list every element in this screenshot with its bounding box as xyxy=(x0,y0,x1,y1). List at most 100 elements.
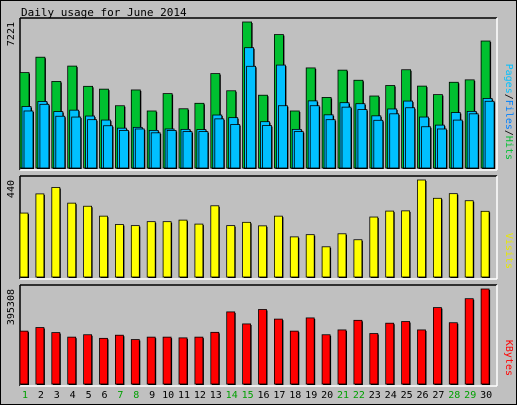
bar-pages xyxy=(277,105,289,169)
day-label: 14 xyxy=(226,390,238,401)
day-label: 23 xyxy=(369,390,381,401)
bar-visits xyxy=(337,233,347,278)
bar-pages xyxy=(246,65,257,169)
day-label: 4 xyxy=(70,390,76,401)
bar-pages xyxy=(103,125,114,169)
bar-pages xyxy=(405,107,416,169)
bar-pages xyxy=(23,110,34,169)
day-label: 7 xyxy=(117,390,123,401)
bar-visits xyxy=(162,221,173,278)
bar-visits xyxy=(226,225,236,278)
panel-ymax-label: 440 xyxy=(6,180,17,198)
bar-kbytes xyxy=(321,334,332,385)
legend-pages: Pages xyxy=(503,64,514,94)
bar-kbytes xyxy=(115,334,125,385)
bar-kbytes xyxy=(130,339,141,385)
day-label: 5 xyxy=(86,390,92,401)
day-label: 21 xyxy=(337,390,349,401)
day-labels: 1 2 3 4 5 6 7 8 9 10 11 12 13 14 15 16 17 18 19 20 21 22 23 24 2… xyxy=(22,390,492,401)
bar-visits xyxy=(99,215,109,278)
day-label: 8 xyxy=(133,390,139,401)
bar-pages xyxy=(373,119,384,169)
panel-legend: KBytes xyxy=(503,340,514,376)
bar-kbytes xyxy=(242,323,252,385)
bar-visits xyxy=(210,205,220,278)
day-label: 16 xyxy=(257,390,269,401)
bar-visits xyxy=(130,225,141,278)
bar-pages xyxy=(182,131,193,169)
legend-hits: Hits xyxy=(503,136,514,160)
bar-pages xyxy=(150,132,162,169)
chart-title: Daily usage for June 2014 xyxy=(21,6,187,19)
bar-pages xyxy=(389,113,400,169)
day-label: 17 xyxy=(273,390,285,401)
panels-layer: 7221Pages/Files/Hits440Visits395308KByte… xyxy=(6,17,514,387)
bar-kbytes xyxy=(99,337,109,385)
bar-kbytes xyxy=(353,319,363,385)
legend-separator: / xyxy=(503,130,514,136)
bar-pages xyxy=(71,116,82,169)
legend-files: Files xyxy=(503,100,514,130)
bar-kbytes xyxy=(83,334,93,385)
bar-pages xyxy=(198,131,209,169)
bar-visits xyxy=(258,225,268,278)
bar-kbytes xyxy=(178,337,188,385)
bar-pages xyxy=(357,109,368,169)
bar-kbytes xyxy=(19,330,29,385)
day-label: 6 xyxy=(101,390,107,401)
bar-visits xyxy=(19,212,29,278)
day-label: 20 xyxy=(321,390,333,401)
bar-kbytes xyxy=(273,318,284,385)
day-label: 11 xyxy=(178,390,190,401)
panel-ymax-label: 395308 xyxy=(6,289,17,325)
bar-pages xyxy=(134,128,146,169)
bar-visits xyxy=(83,205,93,278)
day-label: 28 xyxy=(448,390,460,401)
day-label: 9 xyxy=(149,390,155,401)
bar-visits xyxy=(51,187,61,278)
day-label: 3 xyxy=(54,390,60,401)
panel-kbytes: 395308 KBytes xyxy=(6,284,514,387)
bar-visits xyxy=(480,210,491,278)
day-label: 24 xyxy=(385,390,397,401)
bar-pages xyxy=(325,119,337,169)
day-label: 12 xyxy=(194,390,206,401)
bar-visits xyxy=(115,224,125,278)
bar-kbytes xyxy=(305,317,316,385)
bar-pages xyxy=(262,125,273,169)
bar-visits xyxy=(178,219,188,278)
bar-visits xyxy=(448,193,459,278)
bar-kbytes xyxy=(226,311,236,385)
bar-pages xyxy=(341,106,352,169)
bar-kbytes xyxy=(432,307,443,385)
day-label: 13 xyxy=(210,390,222,401)
bar-visits xyxy=(385,210,395,278)
bar-kbytes xyxy=(289,330,300,385)
panel-visits: 440 Visits xyxy=(6,175,514,280)
bar-visits xyxy=(464,200,475,278)
day-label: 29 xyxy=(464,390,476,401)
legend-visits: Visits xyxy=(503,233,514,269)
bar-kbytes xyxy=(146,336,157,385)
bar-kbytes xyxy=(337,329,347,385)
bar-pages xyxy=(452,119,464,169)
bar-kbytes xyxy=(67,336,77,385)
bar-kbytes xyxy=(51,332,61,385)
bar-visits xyxy=(242,221,252,278)
bar-pages xyxy=(230,124,241,169)
bar-kbytes xyxy=(448,322,459,385)
bar-pages xyxy=(309,105,321,169)
bar-kbytes xyxy=(480,288,491,385)
bar-kbytes xyxy=(258,309,268,385)
bar-visits xyxy=(289,236,300,278)
day-label: 26 xyxy=(416,390,428,401)
day-label: 18 xyxy=(289,390,301,401)
bar-visits xyxy=(146,221,157,278)
bar-visits xyxy=(35,193,45,278)
bar-kbytes xyxy=(210,331,220,385)
bar-visits xyxy=(353,239,363,278)
bar-pages xyxy=(214,118,225,169)
day-label: 15 xyxy=(242,390,254,401)
bar-kbytes xyxy=(464,298,475,385)
